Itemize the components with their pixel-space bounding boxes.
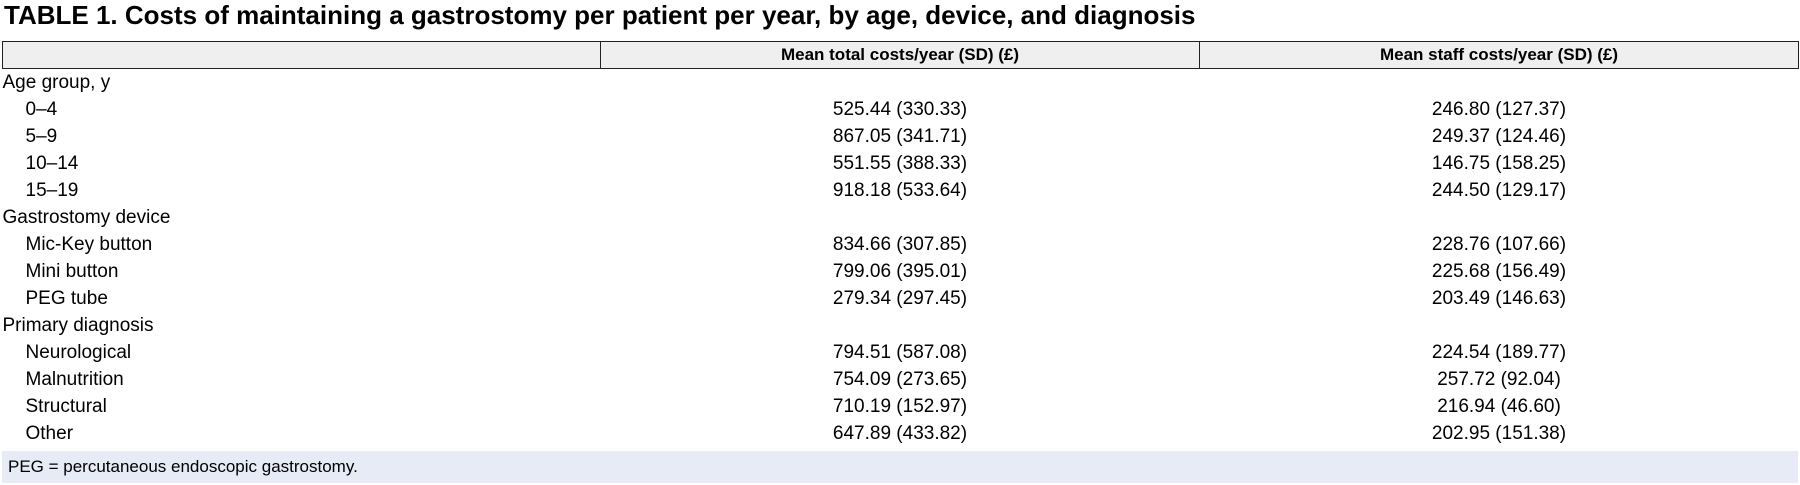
row-label: Neurological <box>25 341 132 363</box>
data-row: PEG tube 279.34 (297.45) 203.49 (146.63) <box>3 285 1799 312</box>
row-label: 5–9 <box>25 125 58 147</box>
cost-cell: 225.68 (156.49) <box>1431 260 1567 282</box>
table-title: TABLE 1. Costs of maintaining a gastrost… <box>4 0 1196 30</box>
data-row: 15–19 918.18 (533.64) 244.50 (129.17) <box>3 177 1799 204</box>
row-label: 0–4 <box>25 98 58 120</box>
header-cell: Mean staff costs/year (SD) (£) <box>1199 41 1799 69</box>
cost-cell: 228.76 (107.66) <box>1431 233 1567 255</box>
cost-table: Mean total costs/year (SD) (£) Mean staf… <box>2 41 1799 447</box>
header-row: Mean total costs/year (SD) (£) Mean staf… <box>2 41 1799 69</box>
row-label: Malnutrition <box>25 368 124 390</box>
row-label: 15–19 <box>25 179 79 201</box>
group-row: Primary diagnosis <box>3 312 1799 339</box>
data-row: 5–9 867.05 (341.71) 249.37 (124.46) <box>3 123 1799 150</box>
cost-cell: 146.75 (158.25) <box>1431 152 1567 174</box>
group-label: Age group, y <box>2 71 111 93</box>
cost-cell: 257.72 (92.04) <box>1437 368 1561 390</box>
cost-cell: 799.06 (395.01) <box>832 260 968 282</box>
cost-cell: 754.09 (273.65) <box>832 368 968 390</box>
cost-cell: 216.94 (46.60) <box>1437 395 1561 417</box>
data-row: 0–4 525.44 (330.33) 246.80 (127.37) <box>3 96 1799 123</box>
header-cell <box>2 41 601 69</box>
data-row: Neurological 794.51 (587.08) 224.54 (189.7… <box>3 339 1799 366</box>
cost-cell: 647.89 (433.82) <box>832 422 968 444</box>
row-label: Mini button <box>25 260 119 282</box>
row-label: PEG tube <box>25 287 108 309</box>
cost-cell: 525.44 (330.33) <box>832 98 968 120</box>
row-label: 10–14 <box>25 152 79 174</box>
table-header: Mean total costs/year (SD) (£) Mean staf… <box>2 41 1799 69</box>
cost-cell: 244.50 (129.17) <box>1431 179 1567 201</box>
table-body: Age group, y 0–4 525.44 (330.33) 246.80 (12… <box>3 69 1799 448</box>
data-row: Mic-Key button 834.66 (307.85) 228.76 (107… <box>3 231 1799 258</box>
data-row: 10–14 551.55 (388.33) 146.75 (158.25) <box>3 150 1799 177</box>
group-row: Age group, y <box>3 69 1799 97</box>
cost-cell: 203.49 (146.63) <box>1431 287 1567 309</box>
cost-cell: 834.66 (307.85) <box>832 233 968 255</box>
cost-cell: 551.55 (388.33) <box>832 152 968 174</box>
header-cell: Mean total costs/year (SD) (£) <box>600 41 1200 69</box>
data-row: Other 647.89 (433.82) 202.95 (151.38) <box>3 420 1799 447</box>
cost-cell: 249.37 (124.46) <box>1431 125 1567 147</box>
cost-cell: 710.19 (152.97) <box>832 395 968 417</box>
group-label: Gastrostomy device <box>2 206 171 228</box>
footnote: PEG = percutaneous endoscopic gastrostom… <box>2 451 1798 483</box>
cost-cell: 202.95 (151.38) <box>1431 422 1567 444</box>
cost-cell: 246.80 (127.37) <box>1431 98 1567 120</box>
group-label: Primary diagnosis <box>2 314 154 336</box>
data-row: Mini button 799.06 (395.01) 225.68 (156.49… <box>3 258 1799 285</box>
row-label: Mic-Key button <box>25 233 153 255</box>
group-row: Gastrostomy device <box>3 204 1799 231</box>
cost-cell: 279.34 (297.45) <box>832 287 968 309</box>
row-label: Other <box>25 422 74 444</box>
cost-cell: 794.51 (587.08) <box>832 341 968 363</box>
row-label: Structural <box>25 395 107 417</box>
cost-cell: 918.18 (533.64) <box>832 179 968 201</box>
data-row: Structural 710.19 (152.97) 216.94 (46.60) <box>3 393 1799 420</box>
cost-cell: 867.05 (341.71) <box>832 125 968 147</box>
cost-cell: 224.54 (189.77) <box>1431 341 1567 363</box>
data-row: Malnutrition 754.09 (273.65) 257.72 (92.04… <box>3 366 1799 393</box>
